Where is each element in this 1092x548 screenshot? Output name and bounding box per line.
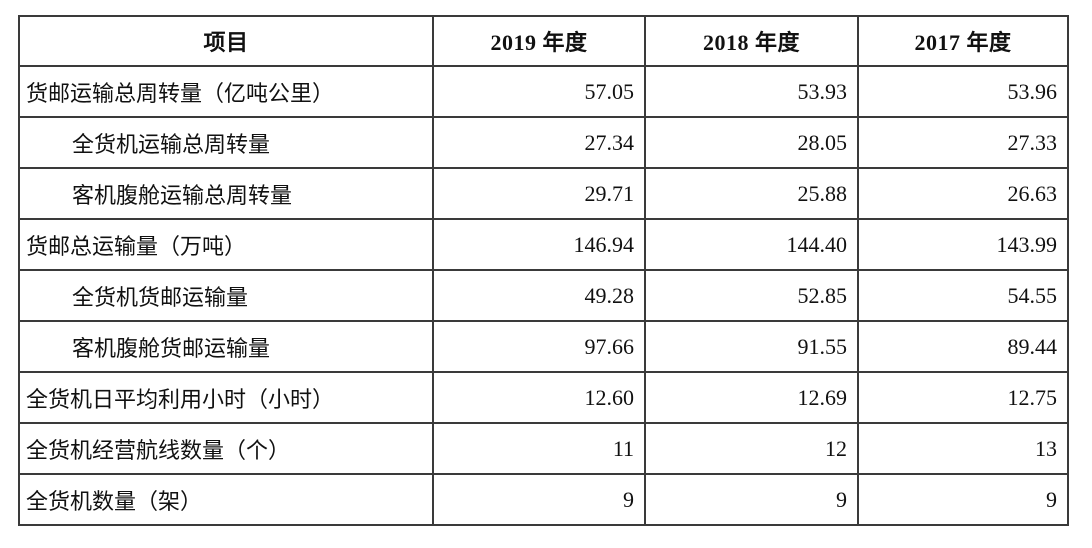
value-cell: 9 (857, 473, 1069, 526)
value-cell: 91.55 (644, 320, 859, 373)
table-row: 货邮总运输量（万吨） 146.94 144.40 143.99 (18, 218, 1069, 271)
value-cell: 53.96 (857, 65, 1069, 118)
column-header-year: 2019 年度 (432, 15, 646, 67)
value-cell: 27.34 (432, 116, 646, 169)
column-header-year: 2017 年度 (857, 15, 1069, 67)
row-label-cell: 客机腹舱货邮运输量 (18, 320, 434, 373)
value-cell: 26.63 (857, 167, 1069, 220)
value-cell: 52.85 (644, 269, 859, 322)
table-row: 全货机日平均利用小时（小时） 12.60 12.69 12.75 (18, 371, 1069, 424)
table-body: 货邮运输总周转量（亿吨公里） 57.05 53.93 53.96 全货机运输总周转量 27… (18, 65, 1069, 526)
value-cell: 28.05 (644, 116, 859, 169)
value-cell: 9 (432, 473, 646, 526)
value-cell: 54.55 (857, 269, 1069, 322)
table-row: 全货机运输总周转量 27.34 28.05 27.33 (18, 116, 1069, 169)
row-label-cell: 客机腹舱运输总周转量 (18, 167, 434, 220)
table-row: 客机腹舱货邮运输量 97.66 91.55 89.44 (18, 320, 1069, 373)
value-cell: 9 (644, 473, 859, 526)
table-row: 全货机经营航线数量（个） 11 12 13 (18, 422, 1069, 475)
column-header-item: 项目 (18, 15, 434, 67)
value-cell: 11 (432, 422, 646, 475)
header-row: 项目 2019 年度 2018 年度 2017 年度 (18, 15, 1069, 67)
row-label-cell: 全货机日平均利用小时（小时） (18, 371, 434, 424)
data-table: 项目 2019 年度 2018 年度 2017 年度 货邮运输总周转量（亿吨公里） 57… (18, 15, 1069, 526)
row-label-cell: 全货机运输总周转量 (18, 116, 434, 169)
table-row: 货邮运输总周转量（亿吨公里） 57.05 53.93 53.96 (18, 65, 1069, 118)
document-table-region: 项目 2019 年度 2018 年度 2017 年度 货邮运输总周转量（亿吨公里） 57… (18, 15, 1069, 526)
value-cell: 89.44 (857, 320, 1069, 373)
value-cell: 12.75 (857, 371, 1069, 424)
value-cell: 12.69 (644, 371, 859, 424)
value-cell: 27.33 (857, 116, 1069, 169)
value-cell: 12 (644, 422, 859, 475)
table-row: 全货机货邮运输量 49.28 52.85 54.55 (18, 269, 1069, 322)
value-cell: 143.99 (857, 218, 1069, 271)
value-cell: 25.88 (644, 167, 859, 220)
row-label-cell: 全货机货邮运输量 (18, 269, 434, 322)
value-cell: 12.60 (432, 371, 646, 424)
row-label-cell: 货邮运输总周转量（亿吨公里） (18, 65, 434, 118)
value-cell: 144.40 (644, 218, 859, 271)
value-cell: 53.93 (644, 65, 859, 118)
value-cell: 97.66 (432, 320, 646, 373)
row-label-cell: 全货机数量（架） (18, 473, 434, 526)
value-cell: 57.05 (432, 65, 646, 118)
column-header-year: 2018 年度 (644, 15, 859, 67)
table-row: 全货机数量（架） 9 9 9 (18, 473, 1069, 526)
value-cell: 29.71 (432, 167, 646, 220)
row-label-cell: 货邮总运输量（万吨） (18, 218, 434, 271)
value-cell: 49.28 (432, 269, 646, 322)
value-cell: 146.94 (432, 218, 646, 271)
table-row: 客机腹舱运输总周转量 29.71 25.88 26.63 (18, 167, 1069, 220)
value-cell: 13 (857, 422, 1069, 475)
row-label-cell: 全货机经营航线数量（个） (18, 422, 434, 475)
